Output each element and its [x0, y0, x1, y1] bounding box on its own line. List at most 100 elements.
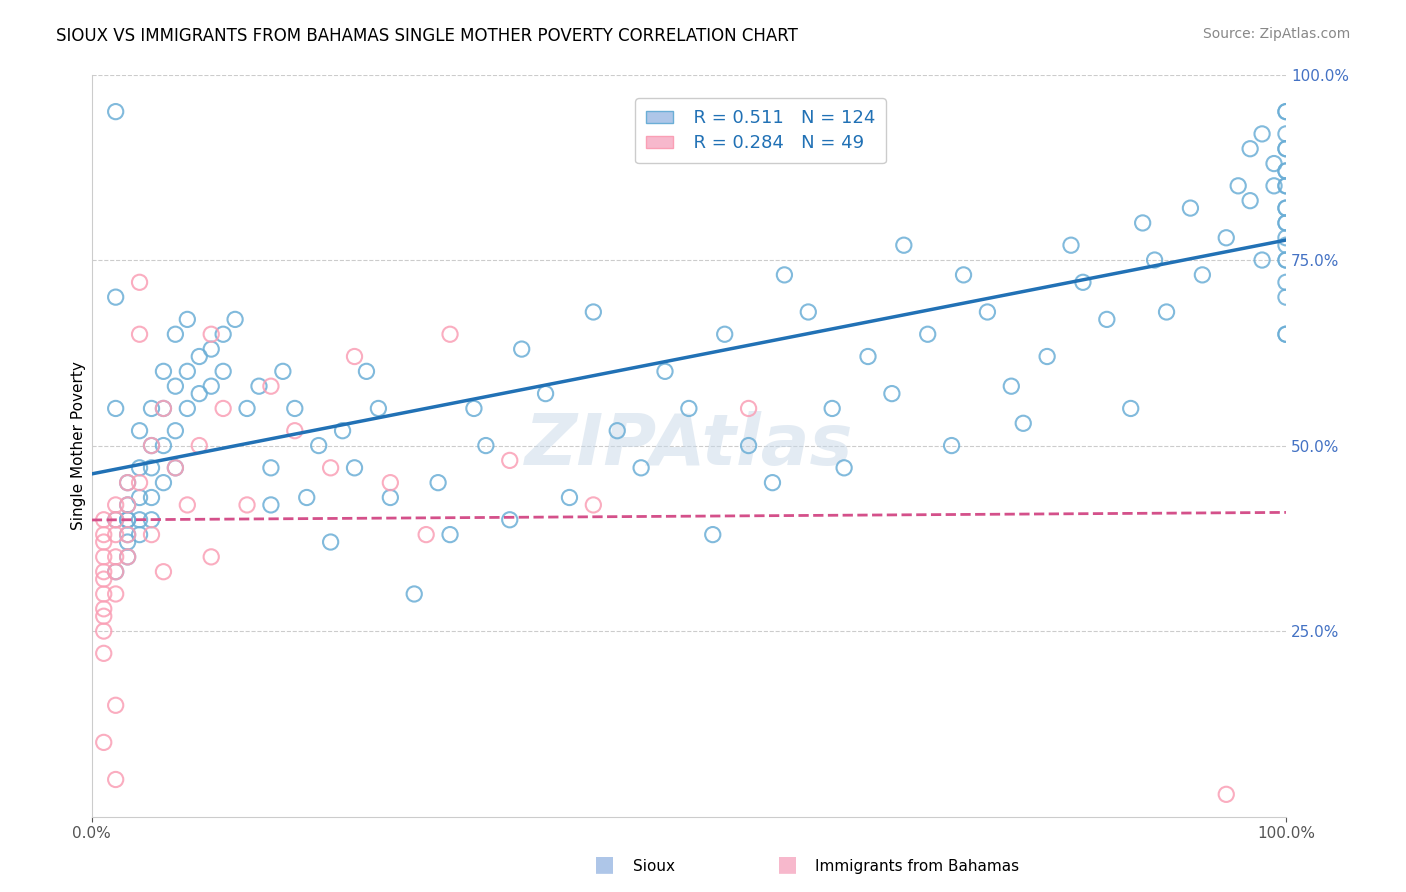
Point — [821, 401, 844, 416]
Point — [128, 424, 150, 438]
Point — [93, 513, 115, 527]
Point — [200, 379, 222, 393]
Point — [439, 527, 461, 541]
Point — [271, 364, 294, 378]
Point — [380, 491, 402, 505]
Point — [439, 327, 461, 342]
Point — [380, 475, 402, 490]
Point — [128, 275, 150, 289]
Point — [319, 535, 342, 549]
Point — [141, 439, 163, 453]
Point — [117, 513, 139, 527]
Point — [534, 386, 557, 401]
Point — [558, 491, 581, 505]
Point — [93, 602, 115, 616]
Point — [104, 527, 127, 541]
Point — [152, 439, 174, 453]
Point — [176, 401, 198, 416]
Point — [308, 439, 330, 453]
Point — [1000, 379, 1022, 393]
Point — [737, 439, 759, 453]
Point — [152, 401, 174, 416]
Point — [141, 491, 163, 505]
Point — [1251, 253, 1274, 268]
Point — [128, 475, 150, 490]
Point — [1275, 201, 1298, 215]
Point — [1143, 253, 1166, 268]
Y-axis label: Single Mother Poverty: Single Mother Poverty — [72, 361, 86, 530]
Point — [654, 364, 676, 378]
Text: ■: ■ — [595, 855, 614, 874]
Point — [1275, 216, 1298, 230]
Point — [582, 305, 605, 319]
Point — [761, 475, 783, 490]
Point — [104, 565, 127, 579]
Point — [1275, 142, 1298, 156]
Point — [188, 439, 211, 453]
Point — [141, 513, 163, 527]
Point — [1275, 253, 1298, 268]
Point — [1191, 268, 1213, 282]
Point — [773, 268, 796, 282]
Point — [247, 379, 270, 393]
Point — [952, 268, 974, 282]
Point — [128, 491, 150, 505]
Point — [104, 587, 127, 601]
Point — [104, 549, 127, 564]
Point — [893, 238, 915, 252]
Point — [117, 549, 139, 564]
Point — [117, 513, 139, 527]
Point — [1275, 327, 1298, 342]
Point — [1060, 238, 1083, 252]
Point — [176, 498, 198, 512]
Point — [1275, 178, 1298, 193]
Point — [224, 312, 246, 326]
Point — [104, 513, 127, 527]
Point — [1275, 164, 1298, 178]
Text: Source: ZipAtlas.com: Source: ZipAtlas.com — [1202, 27, 1350, 41]
Point — [117, 527, 139, 541]
Point — [582, 498, 605, 512]
Point — [141, 439, 163, 453]
Point — [427, 475, 450, 490]
Point — [1215, 231, 1237, 245]
Point — [917, 327, 939, 342]
Point — [260, 460, 283, 475]
Point — [1132, 216, 1154, 230]
Point — [463, 401, 485, 416]
Point — [93, 735, 115, 749]
Point — [236, 498, 259, 512]
Point — [1215, 788, 1237, 802]
Point — [93, 646, 115, 660]
Point — [1227, 178, 1250, 193]
Point — [152, 475, 174, 490]
Point — [152, 364, 174, 378]
Point — [1275, 253, 1298, 268]
Point — [295, 491, 318, 505]
Point — [880, 386, 903, 401]
Text: Immigrants from Bahamas: Immigrants from Bahamas — [815, 859, 1019, 874]
Point — [104, 513, 127, 527]
Point — [1275, 290, 1298, 304]
Point — [141, 401, 163, 416]
Point — [343, 460, 366, 475]
Point — [104, 698, 127, 713]
Point — [212, 327, 235, 342]
Point — [200, 342, 222, 356]
Point — [236, 401, 259, 416]
Point — [797, 305, 820, 319]
Point — [141, 460, 163, 475]
Point — [128, 527, 150, 541]
Point — [475, 439, 498, 453]
Point — [630, 460, 652, 475]
Point — [200, 327, 222, 342]
Point — [200, 549, 222, 564]
Text: ■: ■ — [778, 855, 797, 874]
Point — [165, 460, 187, 475]
Point — [1263, 178, 1285, 193]
Point — [104, 498, 127, 512]
Point — [1275, 142, 1298, 156]
Point — [152, 401, 174, 416]
Point — [510, 342, 533, 356]
Point — [260, 498, 283, 512]
